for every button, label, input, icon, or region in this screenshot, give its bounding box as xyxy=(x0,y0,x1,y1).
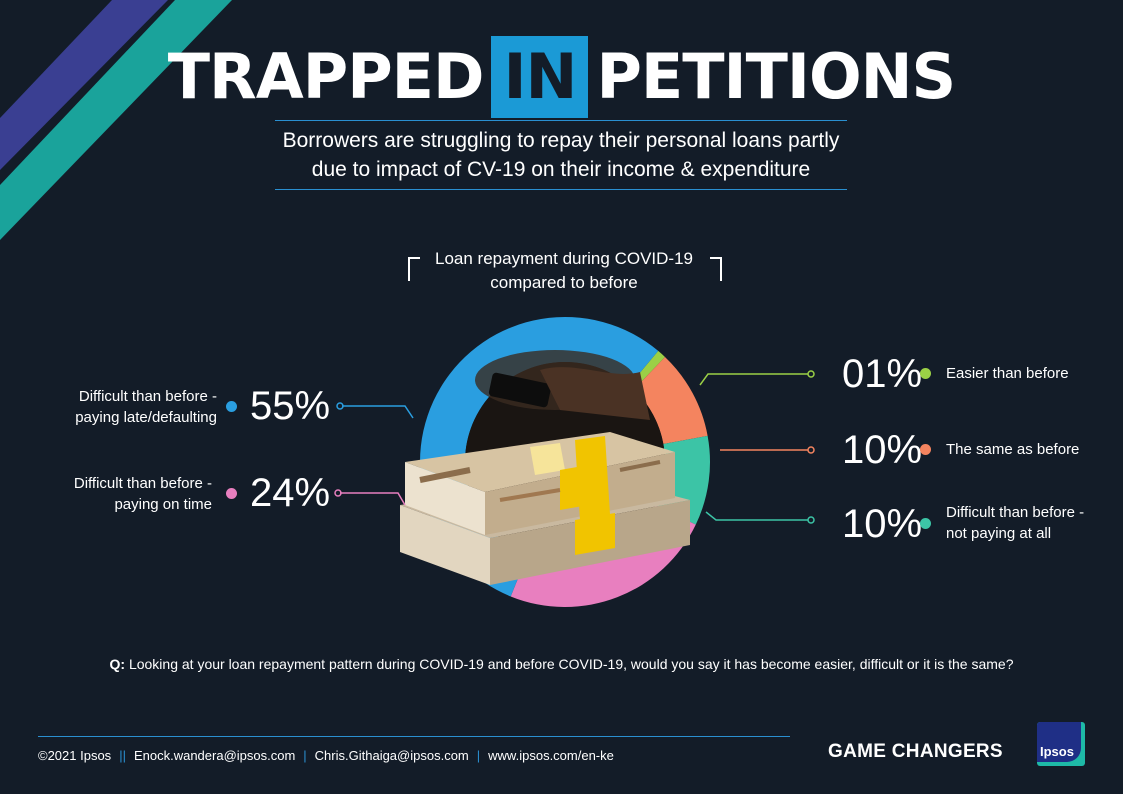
chart-title: Loan repayment during COVID-19 compared … xyxy=(435,249,693,292)
pie-slice-1 xyxy=(633,356,708,444)
logo-inner xyxy=(1037,722,1081,762)
legend-dot-on-time xyxy=(226,488,237,499)
title-highlight: IN xyxy=(491,36,589,118)
survey-question: Q: Looking at your loan repayment patter… xyxy=(0,654,1123,674)
pct-easier: 01% xyxy=(842,352,923,396)
label-not-paying-line1: Difficult than before - xyxy=(946,504,1085,521)
pct-late: 55% xyxy=(250,384,331,428)
footer-email-2[interactable]: Chris.Githaiga@ipsos.com xyxy=(314,748,469,763)
label-easier: Easier than before xyxy=(946,365,1069,382)
label-on-time: Difficult than before - paying on time xyxy=(62,473,212,515)
logo-text: Ipsos xyxy=(1040,744,1074,759)
footer-copyright: ©2021 Ipsos xyxy=(38,748,112,763)
question-text: Looking at your loan repayment pattern d… xyxy=(128,656,1014,672)
footer: ©2021 Ipsos || Enock.wandera@ipsos.com | Chr… xyxy=(38,746,614,766)
label-not-paying: Difficult than before - not paying at al… xyxy=(946,502,1084,544)
footer-separator: | xyxy=(303,748,307,763)
title-part2: PETITIONS xyxy=(596,40,956,113)
bracket-left xyxy=(408,257,420,281)
legend-dot-not-paying xyxy=(920,518,931,529)
label-not-paying-line2: not paying at all xyxy=(946,525,1052,542)
leader-lines xyxy=(334,370,815,524)
footer-email-1[interactable]: Enock.wandera@ipsos.com xyxy=(133,748,296,763)
title-part1: TRAPPED xyxy=(167,40,485,113)
footer-separator: | xyxy=(476,748,481,763)
question-prefix: Q: xyxy=(109,656,126,672)
ipsos-logo: Ipsos xyxy=(1037,722,1085,766)
footer-website[interactable]: www.ipsos.com/en-ke xyxy=(488,748,614,763)
decorative-stripes xyxy=(0,0,232,240)
footer-separator: || xyxy=(119,748,126,763)
label-late: Difficult than before - paying late/defa… xyxy=(62,386,217,428)
tagline: GAME CHANGERS xyxy=(828,741,1003,762)
footer-divider xyxy=(38,736,790,737)
label-late-line2: paying late/defaulting xyxy=(75,409,217,426)
pct-on-time: 24% xyxy=(250,471,331,515)
legend-dot-same xyxy=(920,444,931,455)
page-title: TRAPPED IN PETITIONS xyxy=(0,36,1123,118)
legend-dot-late xyxy=(226,401,237,412)
pct-same: 10% xyxy=(842,428,923,472)
label-on-time-line1: Difficult than before - xyxy=(73,475,212,492)
legend-dot-easier xyxy=(920,368,931,379)
label-on-time-line2: paying on time xyxy=(114,496,212,513)
label-late-line1: Difficult than before - xyxy=(78,388,217,405)
page-subtitle: Borrowers are struggling to repay their … xyxy=(275,120,847,190)
pct-not-paying: 10% xyxy=(842,502,923,546)
bracket-right xyxy=(710,257,722,281)
label-same: The same as before xyxy=(946,441,1080,458)
money-photo xyxy=(400,350,690,585)
